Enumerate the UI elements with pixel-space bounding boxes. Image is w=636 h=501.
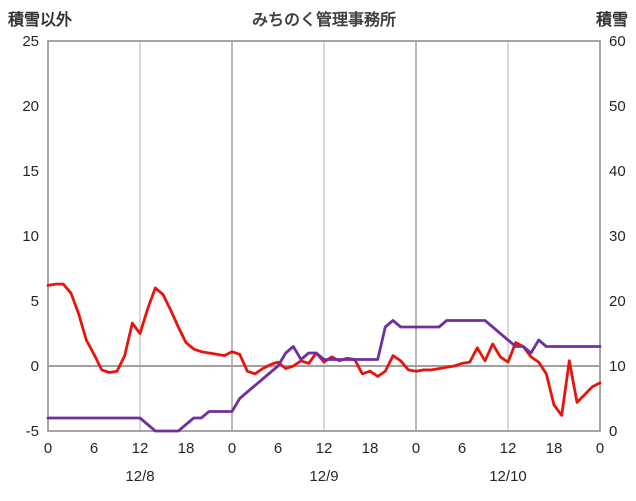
x-axis-day-label: 12/8 [125, 468, 154, 485]
x-axis-tick-label: 12 [500, 440, 517, 457]
left-axis-tick-label: 25 [22, 33, 39, 50]
right-axis-title: 積雪 [595, 12, 628, 29]
series-red-line [46, 282, 602, 417]
plot-border [47, 40, 601, 432]
x-axis-tick-label: 6 [90, 440, 98, 457]
x-axis-tick-label: 0 [228, 440, 236, 457]
series-purple-line [46, 319, 602, 433]
right-axis-tick-label: 40 [609, 163, 626, 180]
x-axis-tick-label: 18 [178, 440, 195, 457]
x-axis-tick-label: 0 [412, 440, 420, 457]
x-axis-tick-label: 6 [274, 440, 282, 457]
right-axis-tick-label: 20 [609, 293, 626, 310]
x-axis-tick-label: 18 [546, 440, 563, 457]
x-axis-day-label: 12/10 [489, 468, 527, 485]
left-axis-tick-label: 0 [31, 358, 39, 375]
left-axis-title: 積雪以外 [8, 12, 73, 29]
right-axis-tick-label: 10 [609, 358, 626, 375]
chart-title: みちのく管理事務所 [251, 12, 396, 29]
x-axis-tick-label: 12 [132, 440, 149, 457]
x-axis-tick-label: 0 [596, 440, 604, 457]
x-axis-tick-label: 12 [316, 440, 333, 457]
right-axis-tick-label: 30 [609, 228, 626, 245]
left-axis-tick-label: 15 [22, 163, 39, 180]
left-axis-tick-label: 10 [22, 228, 39, 245]
right-axis-tick-label: 60 [609, 33, 626, 50]
x-axis-tick-label: 0 [44, 440, 52, 457]
x-axis-tick-label: 18 [362, 440, 379, 457]
left-axis-tick-label: -5 [26, 423, 39, 440]
right-axis-tick-label: 0 [609, 423, 617, 440]
left-axis-tick-label: 20 [22, 98, 39, 115]
right-axis-tick-label: 50 [609, 98, 626, 115]
x-axis-tick-label: 6 [458, 440, 466, 457]
left-axis-tick-label: 5 [31, 293, 39, 310]
x-axis-day-label: 12/9 [309, 468, 338, 485]
